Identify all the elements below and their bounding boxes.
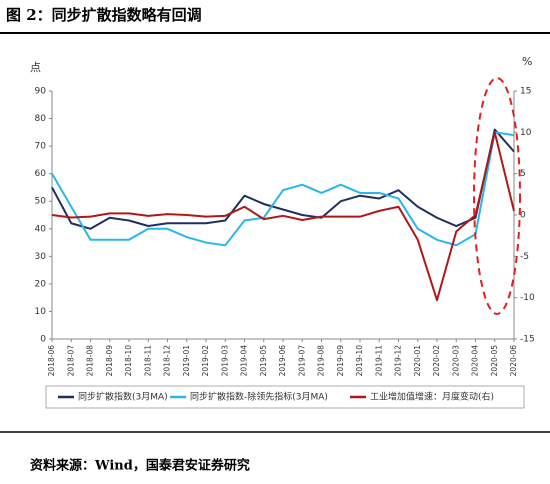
- x-tick-label: 2019-11: [374, 345, 383, 377]
- legend-label: 同步扩散指数-除领先指标(3月MA): [190, 391, 328, 403]
- y-tick-label: 40: [35, 224, 47, 234]
- y-tick-label: 30: [35, 252, 47, 262]
- series-line: [51, 131, 515, 302]
- x-tick-label: 2018-07: [66, 345, 75, 377]
- legend-label: 工业增加值增速：月度变动(右): [370, 391, 494, 403]
- y-tick-label: 60: [35, 169, 47, 179]
- x-tick-label: 2019-03: [220, 345, 229, 377]
- x-tick-label: 2018-06: [47, 345, 56, 377]
- x-tick-label: 2018-09: [105, 345, 114, 377]
- x-tick-label: 2019-12: [394, 345, 403, 377]
- y2-tick-label: 0: [520, 211, 526, 221]
- x-tick-label: 2019-08: [317, 345, 326, 377]
- y-tick-label: 20: [35, 279, 47, 289]
- x-tick-label: 2019-07: [297, 345, 306, 377]
- x-tick-label: 2019-09: [336, 345, 345, 377]
- y-axis-label: 点: [30, 61, 41, 74]
- x-tick-label: 2020-03: [451, 345, 460, 377]
- series-line: [51, 128, 515, 230]
- y2-tick-label: 10: [520, 128, 532, 138]
- x-tick-label: 2020-05: [490, 345, 499, 377]
- x-tick-label: 2019-01: [182, 345, 191, 377]
- y2-tick-label: -10: [520, 293, 535, 303]
- x-tick-label: 2019-02: [201, 345, 210, 377]
- legend-label: 同步扩散指数(3月MA): [78, 391, 168, 403]
- y2-tick-label: 5: [520, 169, 526, 179]
- y2-axis-label: %: [522, 55, 532, 68]
- series-line: [51, 131, 515, 247]
- y-tick-label: 0: [40, 335, 46, 345]
- y2-tick-label: -15: [520, 335, 535, 345]
- x-tick-label: 2018-10: [124, 345, 133, 377]
- highlight-ellipse: [473, 77, 521, 315]
- y-tick-label: 80: [35, 114, 47, 124]
- y2-tick-label: -5: [520, 252, 529, 262]
- plot: 0 10 20 30 40 50 60 70 80 90 -15 -10 -5 0 5 10 15 2018-06…: [35, 87, 535, 377]
- x-tick-label: 2019-10: [355, 345, 364, 377]
- x-tick-label: 2018-11: [143, 345, 152, 377]
- x-tick-label: 2020-06: [509, 345, 518, 377]
- x-tick-label: 2019-04: [240, 345, 249, 377]
- source-note: 资料来源：Wind，国泰君安证券研究: [30, 458, 250, 474]
- y-tick-label: 50: [35, 197, 47, 207]
- x-tick-label: 2020-02: [432, 345, 441, 377]
- x-tick-label: 2019-05: [259, 345, 268, 377]
- y2-tick-label: 15: [520, 87, 531, 97]
- y-tick-label: 70: [35, 142, 47, 152]
- x-tick-label: 2018-12: [163, 345, 172, 377]
- x-tick-label: 2019-06: [278, 345, 287, 377]
- x-tick-label: 2018-08: [86, 345, 95, 377]
- x-tick-label: 2020-01: [413, 345, 422, 377]
- y-tick-label: 90: [35, 87, 47, 97]
- legend-box: [45, 385, 525, 409]
- y-tick-label: 10: [35, 307, 47, 317]
- chart-title: 图 2：同步扩散指数略有回调: [6, 6, 202, 24]
- x-tick-label: 2020-04: [471, 345, 480, 377]
